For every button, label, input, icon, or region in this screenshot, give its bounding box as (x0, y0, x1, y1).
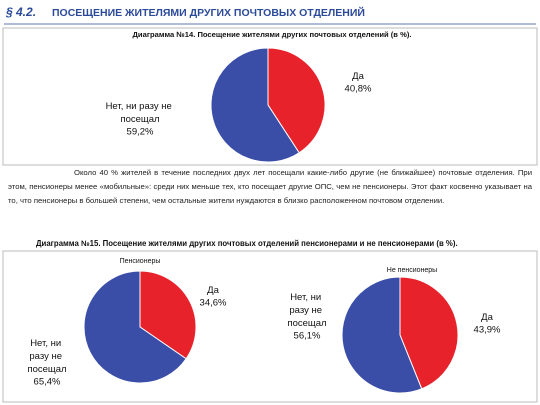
slice-value-label: 34,6% (200, 298, 227, 309)
slice-label: Нет, ни разу не посещал (27, 338, 66, 375)
section-number: § 4.2. (5, 5, 36, 19)
slice-label: Нет, ни разу не посещал (287, 292, 326, 329)
pie-slice (341, 276, 423, 394)
slice-value-label: 40,8% (345, 84, 372, 95)
slice-value-label: 56,1% (294, 331, 321, 342)
chart-title: Диаграмма №14. Посещение жителями других… (133, 30, 412, 39)
chart-frame (2, 250, 538, 403)
paragraph: Около 40 % жителей в течение последних д… (8, 168, 532, 205)
pie-subtitle: Не пенсионеры (387, 267, 437, 274)
pie-slice (139, 270, 197, 360)
slice-label: Да (207, 285, 219, 296)
chart-frame (2, 27, 538, 166)
pie-slice (210, 47, 300, 163)
section-title: ПОСЕЩЕНИЕ ЖИТЕЛЯМИ ДРУГИХ ПОЧТОВЫХ ОТДЕЛ… (52, 6, 365, 19)
slice-value-label: 59,2% (127, 127, 154, 138)
slice-label: Нет, ни разу не посещал (106, 101, 175, 125)
pie-subtitle: Пенсионеры (120, 258, 161, 265)
slice-label: Да (352, 71, 364, 82)
slice-label: Да (481, 312, 493, 323)
slice-value-label: 65,4% (34, 377, 61, 388)
pie-slice (399, 276, 459, 390)
chart-title: Диаграмма №15. Посещение жителями других… (36, 239, 458, 248)
slice-value-label: 43,9% (474, 325, 501, 336)
pie-slice (83, 270, 187, 384)
